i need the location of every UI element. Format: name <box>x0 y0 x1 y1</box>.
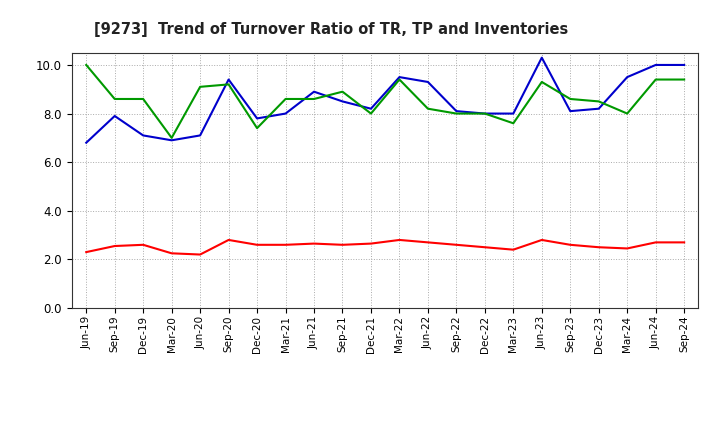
Trade Payables <box>282 111 290 116</box>
Trade Receivables <box>680 240 688 245</box>
Trade Payables <box>139 133 148 138</box>
Trade Payables <box>623 74 631 80</box>
Trade Payables <box>338 99 347 104</box>
Trade Receivables <box>509 247 518 252</box>
Trade Payables <box>566 109 575 114</box>
Trade Receivables <box>423 240 432 245</box>
Text: [9273]  Trend of Turnover Ratio of TR, TP and Inventories: [9273] Trend of Turnover Ratio of TR, TP… <box>94 22 568 37</box>
Line: Trade Receivables: Trade Receivables <box>86 240 684 254</box>
Trade Receivables <box>537 237 546 242</box>
Trade Payables <box>509 111 518 116</box>
Inventories <box>652 77 660 82</box>
Trade Receivables <box>366 241 375 246</box>
Trade Receivables <box>310 241 318 246</box>
Trade Receivables <box>139 242 148 247</box>
Inventories <box>395 77 404 82</box>
Trade Payables <box>167 138 176 143</box>
Trade Receivables <box>452 242 461 247</box>
Trade Payables <box>452 109 461 114</box>
Trade Payables <box>423 79 432 84</box>
Inventories <box>366 111 375 116</box>
Inventories <box>566 96 575 102</box>
Trade Receivables <box>395 237 404 242</box>
Inventories <box>196 84 204 89</box>
Inventories <box>537 79 546 84</box>
Trade Payables <box>652 62 660 68</box>
Trade Payables <box>253 116 261 121</box>
Trade Payables <box>310 89 318 94</box>
Inventories <box>139 96 148 102</box>
Trade Receivables <box>595 245 603 250</box>
Inventories <box>423 106 432 111</box>
Trade Payables <box>480 111 489 116</box>
Line: Inventories: Inventories <box>86 65 684 138</box>
Inventories <box>110 96 119 102</box>
Inventories <box>452 111 461 116</box>
Inventories <box>225 82 233 87</box>
Trade Receivables <box>196 252 204 257</box>
Trade Receivables <box>253 242 261 247</box>
Inventories <box>338 89 347 94</box>
Trade Payables <box>196 133 204 138</box>
Trade Payables <box>537 55 546 60</box>
Trade Payables <box>595 106 603 111</box>
Trade Receivables <box>623 246 631 251</box>
Inventories <box>623 111 631 116</box>
Trade Receivables <box>338 242 347 247</box>
Line: Trade Payables: Trade Payables <box>86 58 684 143</box>
Inventories <box>253 125 261 131</box>
Inventories <box>680 77 688 82</box>
Trade Receivables <box>282 242 290 247</box>
Trade Receivables <box>480 245 489 250</box>
Inventories <box>480 111 489 116</box>
Inventories <box>509 121 518 126</box>
Trade Payables <box>680 62 688 68</box>
Trade Receivables <box>225 237 233 242</box>
Trade Payables <box>82 140 91 145</box>
Trade Payables <box>225 77 233 82</box>
Trade Receivables <box>167 251 176 256</box>
Trade Payables <box>395 74 404 80</box>
Trade Receivables <box>566 242 575 247</box>
Inventories <box>310 96 318 102</box>
Trade Receivables <box>110 243 119 249</box>
Trade Receivables <box>652 240 660 245</box>
Inventories <box>167 135 176 140</box>
Trade Payables <box>366 106 375 111</box>
Inventories <box>282 96 290 102</box>
Inventories <box>595 99 603 104</box>
Inventories <box>82 62 91 68</box>
Trade Receivables <box>82 249 91 255</box>
Trade Payables <box>110 114 119 119</box>
